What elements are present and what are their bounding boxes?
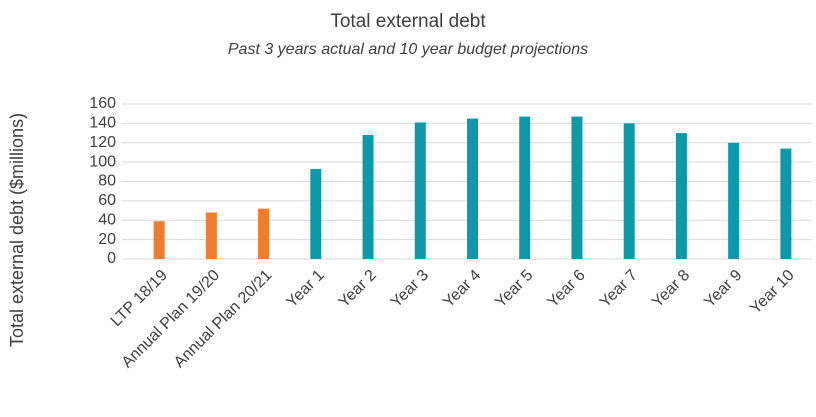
x-tick-label: Year 7 [597,267,641,311]
y-tick-label: 0 [107,250,116,267]
x-tick-label: Year 6 [544,267,588,311]
chart-subtitle: Past 3 years actual and 10 year budget p… [228,41,588,58]
y-tick-label: 80 [98,173,116,190]
x-tick-label: Annual Plan 19/20 [119,267,224,372]
y-tick-label: 120 [89,134,116,151]
bar [571,116,583,259]
bar [467,118,478,259]
bar [362,135,374,259]
bar [153,221,165,259]
y-tick-label: 100 [89,153,116,170]
x-tick-label: Annual Plan 20/21 [171,267,276,372]
bar [675,133,687,259]
bar [414,122,426,259]
y-tick-label: 40 [98,211,116,228]
y-axis-label: Total external debt ($millions) [7,113,27,347]
y-tick-label: 160 [89,95,116,112]
x-tick-label: Year 2 [336,267,380,311]
y-tick-label: 60 [98,192,116,209]
x-tick-label: Year 8 [649,267,693,311]
bar [258,208,270,259]
bar [623,123,635,259]
chart-title: Total external debt [330,11,486,32]
x-tick-label: Year 5 [492,267,536,311]
y-tick-label: 20 [98,231,116,248]
bar [310,168,322,259]
y-tick-label: 140 [89,115,116,132]
x-tick-label: Year 9 [701,267,745,311]
x-tick-label: Year 1 [283,267,327,311]
x-tick-label: Year 3 [388,267,432,311]
bar [728,142,740,259]
x-tick-label: Year 4 [440,267,484,311]
bar [519,116,531,259]
bar [780,148,792,259]
bar [205,212,217,259]
x-tick-label: Year 10 [747,267,798,318]
